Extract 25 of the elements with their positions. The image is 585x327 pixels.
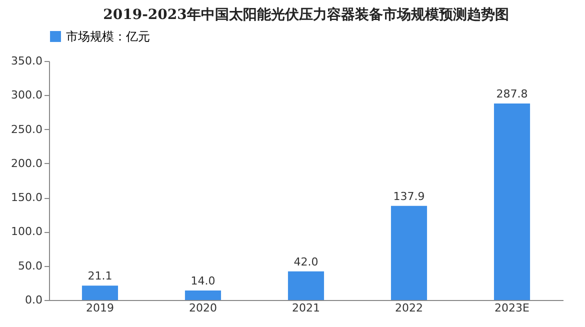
y-tick-label: 0.0 [25,294,42,306]
x-tick-label: 2020 [188,302,217,314]
data-label: 14.0 [190,274,216,288]
bar [494,103,530,300]
x-tick-label: 2022 [395,302,424,314]
y-tick-label: 200.0 [11,156,42,170]
bar [184,290,222,300]
data-label: 42.0 [294,255,318,268]
data-label: 21.1 [88,270,112,283]
bar [82,286,118,300]
y-tick-label: 150.0 [11,191,42,204]
y-tick-label: 50.0 [18,259,42,272]
y-tick-label: 300.0 [11,88,42,102]
bar [288,271,324,300]
y-tick-label: 100.0 [11,225,42,238]
legend-label: 市场规模：亿元 [66,30,150,44]
data-label: 287.8 [496,87,528,100]
bar [390,206,428,300]
y-tick-label: 250.0 [11,122,42,136]
chart-title: 2019-2023年中国太阳能光伏压力容器装备市场规模预测趋势图 [103,6,509,23]
x-tick-label: 2021 [292,302,320,314]
y-tick-label: 350.0 [11,54,42,68]
data-label: 137.9 [393,190,425,203]
x-tick-label: 2019 [86,302,114,314]
x-tick-label: 2023E [494,302,530,314]
